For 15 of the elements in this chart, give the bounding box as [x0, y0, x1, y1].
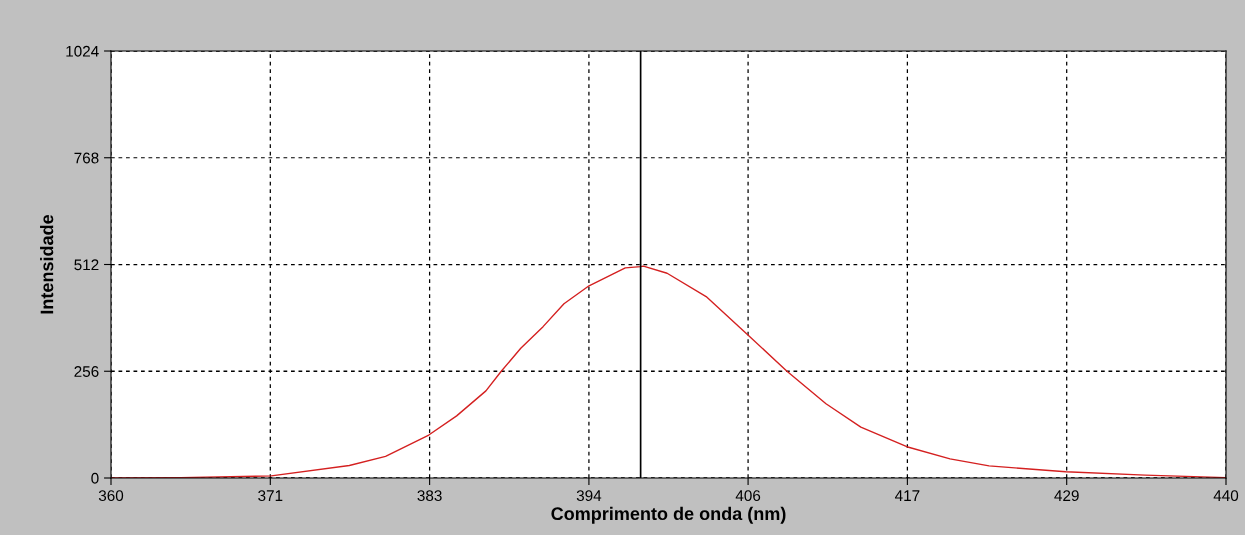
y-tick-label: 512 [74, 259, 99, 271]
x-tick-label: 417 [895, 490, 920, 501]
x-tick-label: 394 [576, 490, 602, 502]
y-tick-label: 0 [91, 472, 99, 484]
y-tick-label: 256 [74, 366, 99, 377]
x-tick-label: 406 [735, 490, 761, 502]
x-tick-label: 440 [1213, 490, 1239, 502]
y-axis-title: Intensidade [40, 214, 54, 314]
y-tick-label: 768 [74, 152, 99, 164]
x-axis-title: Comprimento de onda (nm) [551, 506, 786, 524]
x-tick-label: 429 [1054, 490, 1079, 502]
x-tick-label: 371 [258, 490, 283, 502]
y-tick-label: 1024 [66, 45, 99, 57]
x-tick-label: 360 [98, 490, 124, 502]
x-tick-label: 383 [417, 490, 442, 502]
